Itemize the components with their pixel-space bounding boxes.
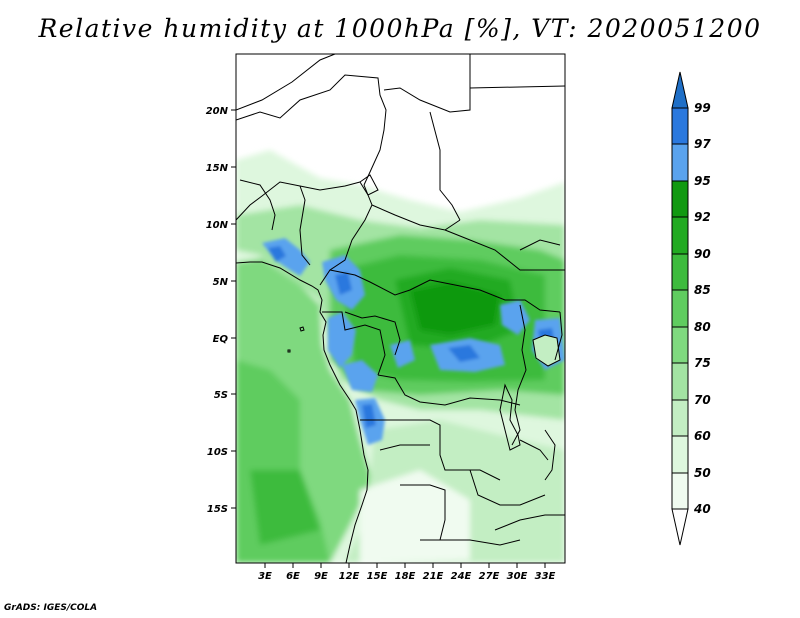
lon-label-12e: 12E xyxy=(339,571,360,582)
colorbar-segment-92-95 xyxy=(671,180,689,218)
lon-label-6e: 6E xyxy=(286,571,300,582)
colorbar-label-97: 97 xyxy=(694,137,711,151)
lon-label-30e: 30E xyxy=(507,571,528,582)
lat-label-eq: EQ xyxy=(213,334,229,345)
colorbar-label-80: 80 xyxy=(694,320,711,334)
lon-label-15e: 15E xyxy=(367,571,388,582)
lat-label-10n: 10N xyxy=(206,220,229,231)
colorbar-label-75: 75 xyxy=(694,356,711,370)
lon-label-21e: 21E xyxy=(423,571,444,582)
colorbar-label-40: 40 xyxy=(693,502,711,516)
lat-label-15s: 15S xyxy=(207,504,228,515)
humidity-field xyxy=(236,54,565,563)
colorbar-segment-40-50 xyxy=(671,472,689,510)
colorbar-segment-below-40 xyxy=(671,508,689,546)
lon-label-3e: 3E xyxy=(258,571,272,582)
lon-label-24e: 24E xyxy=(451,571,472,582)
lat-label-5n: 5N xyxy=(213,277,229,288)
lon-label-18e: 18E xyxy=(395,571,416,582)
lon-label-33e: 33E xyxy=(535,571,556,582)
colorbar-label-60: 60 xyxy=(694,429,711,443)
lat-label-20n: 20N xyxy=(206,106,229,117)
colorbar-label-90: 90 xyxy=(694,247,711,261)
lat-label-15n: 15N xyxy=(206,163,229,174)
colorbar-segment-80-85 xyxy=(671,289,689,328)
colorbar-segment-75-80 xyxy=(671,326,689,364)
colorbar-segment-97-99 xyxy=(671,107,689,145)
lon-label-27e: 27E xyxy=(479,571,500,582)
lat-label-10s: 10S xyxy=(207,447,228,458)
lon-label-9e: 9E xyxy=(314,571,328,582)
colorbar-label-70: 70 xyxy=(694,393,711,407)
colorbar-label-92: 92 xyxy=(694,210,711,224)
colorbar-segment-85-90 xyxy=(671,253,689,291)
lat-label-5s: 5S xyxy=(214,390,228,401)
colorbar-label-85: 85 xyxy=(694,283,711,297)
colorbar-label-50: 50 xyxy=(694,466,711,480)
colorbar-segment-above-99 xyxy=(671,71,689,109)
colorbar-segment-70-75 xyxy=(671,362,689,401)
grads-credit: GrADS: IGES/COLA xyxy=(4,603,98,613)
lon-ticks xyxy=(264,563,546,568)
colorbar-segment-90-92 xyxy=(671,216,689,255)
colorbar xyxy=(671,71,689,546)
colorbar-label-99: 99 xyxy=(694,101,711,115)
map-frame xyxy=(235,53,566,564)
colorbar-label-95: 95 xyxy=(694,174,711,188)
lat-ticks xyxy=(231,109,236,509)
colorbar-segment-95-97 xyxy=(671,143,689,182)
page-title: Relative humidity at 1000hPa [%], VT: 20… xyxy=(38,14,762,43)
colorbar-segment-60-70 xyxy=(671,399,689,437)
colorbar-segment-50-60 xyxy=(671,435,689,474)
